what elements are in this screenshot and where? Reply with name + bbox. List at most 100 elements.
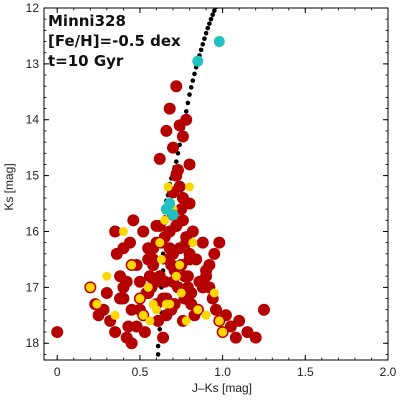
star-point-red bbox=[170, 219, 183, 232]
star-point-yellow bbox=[165, 299, 175, 309]
isochrone-point bbox=[202, 36, 207, 42]
star-point-yellow bbox=[118, 226, 128, 236]
star-point-yellow bbox=[171, 271, 181, 281]
star-point-yellow bbox=[85, 282, 95, 292]
star-point-red bbox=[167, 141, 179, 154]
x-tick-label: 1.0 bbox=[214, 365, 231, 379]
star-point-red bbox=[127, 214, 140, 227]
isochrone-point bbox=[185, 100, 191, 106]
x-axis: 0 0.5 1.0 1.5 2.0 bbox=[54, 8, 397, 379]
y-axis-label: Ks [mag] bbox=[2, 163, 16, 210]
star-point-red bbox=[142, 242, 155, 255]
star-point-yellow bbox=[156, 254, 166, 264]
star-point-yellow bbox=[92, 299, 102, 309]
star-point-yellow bbox=[145, 316, 155, 326]
star-point-red bbox=[196, 281, 209, 294]
star-point-red bbox=[109, 225, 122, 238]
star-point-red bbox=[158, 275, 171, 288]
star-point-yellow bbox=[148, 299, 158, 309]
star-point-red bbox=[229, 331, 242, 344]
star-point-cyan bbox=[167, 209, 179, 221]
annotation-metallicity: [Fe/H]=-0.5 dex bbox=[48, 32, 181, 50]
star-point-red bbox=[208, 247, 221, 260]
star-point-yellow bbox=[218, 327, 228, 337]
star-point-red bbox=[213, 236, 226, 249]
star-point-red bbox=[203, 259, 216, 272]
star-point-red bbox=[257, 303, 270, 316]
chart-marks bbox=[51, 8, 270, 357]
star-point-yellow bbox=[110, 310, 120, 320]
star-point-yellow bbox=[185, 182, 195, 192]
x-tick-label: 1.5 bbox=[297, 365, 314, 379]
y-tick-label: 15 bbox=[26, 169, 40, 183]
star-point-yellow bbox=[209, 288, 219, 298]
isochrone-point bbox=[210, 12, 215, 18]
star-point-red bbox=[176, 130, 189, 143]
y-tick-label: 16 bbox=[26, 224, 40, 238]
star-point-red bbox=[183, 158, 196, 171]
isochrone-point bbox=[200, 42, 206, 47]
isochrone-point bbox=[198, 47, 204, 53]
annotation-age: t=10 Gyr bbox=[48, 52, 124, 70]
y-axis: 12 13 14 15 16 17 18 bbox=[26, 1, 388, 355]
star-point-yellow bbox=[163, 182, 173, 192]
isochrone-point bbox=[187, 92, 192, 97]
star-point-red bbox=[210, 303, 222, 316]
star-point-red bbox=[163, 242, 176, 255]
isochrone-point bbox=[155, 343, 161, 349]
star-point-yellow bbox=[138, 310, 148, 320]
star-point-red bbox=[124, 236, 136, 249]
star-point-red bbox=[137, 225, 150, 238]
star-point-red bbox=[110, 247, 123, 260]
star-point-cyan bbox=[192, 55, 204, 67]
star-point-red bbox=[100, 286, 113, 299]
star-point-yellow bbox=[176, 288, 186, 298]
star-point-red bbox=[160, 309, 173, 322]
x-tick-label: 0 bbox=[54, 365, 61, 379]
star-point-yellow bbox=[214, 316, 224, 326]
y-tick-label: 17 bbox=[26, 280, 40, 294]
x-tick-label: 0.5 bbox=[132, 365, 149, 379]
y-tick-label: 13 bbox=[26, 57, 40, 71]
star-point-red bbox=[157, 331, 170, 344]
x-axis-label: J–Ks [mag] bbox=[192, 381, 252, 395]
star-point-yellow bbox=[181, 316, 191, 326]
star-point-red bbox=[160, 124, 173, 137]
star-point-red bbox=[130, 320, 143, 333]
annotation-cluster-name: Minni328 bbox=[48, 12, 126, 30]
star-point-red bbox=[51, 326, 64, 339]
star-point-red bbox=[114, 270, 127, 283]
star-point-red bbox=[176, 191, 189, 204]
star-point-yellow bbox=[201, 310, 211, 320]
y-tick-label: 12 bbox=[26, 1, 40, 15]
star-point-yellow bbox=[135, 294, 145, 304]
star-point-red bbox=[153, 152, 166, 165]
star-point-red bbox=[147, 259, 160, 272]
star-point-red bbox=[117, 292, 130, 305]
isochrone-point bbox=[205, 25, 211, 31]
star-point-yellow bbox=[143, 282, 153, 292]
star-point-red bbox=[150, 275, 163, 288]
star-point-yellow bbox=[175, 260, 185, 270]
star-point-red bbox=[173, 180, 186, 193]
star-point-red bbox=[183, 253, 196, 266]
star-point-red bbox=[125, 303, 138, 316]
star-point-yellow bbox=[155, 238, 165, 248]
y-tick-label: 18 bbox=[26, 336, 40, 350]
isochrone-point bbox=[155, 352, 161, 357]
isochrone-point bbox=[157, 326, 163, 332]
star-point-red bbox=[170, 169, 183, 182]
star-point-yellow bbox=[160, 215, 170, 225]
star-point-red bbox=[200, 270, 213, 283]
star-point-yellow bbox=[102, 271, 112, 281]
star-point-red bbox=[165, 259, 178, 272]
y-tick-label: 14 bbox=[26, 113, 40, 127]
isochrone-point bbox=[190, 78, 196, 83]
star-point-yellow bbox=[188, 238, 198, 248]
isochrone-point bbox=[208, 16, 214, 22]
isochrone-point bbox=[183, 109, 189, 114]
star-point-red bbox=[163, 102, 176, 115]
isochrone-point bbox=[174, 159, 179, 164]
